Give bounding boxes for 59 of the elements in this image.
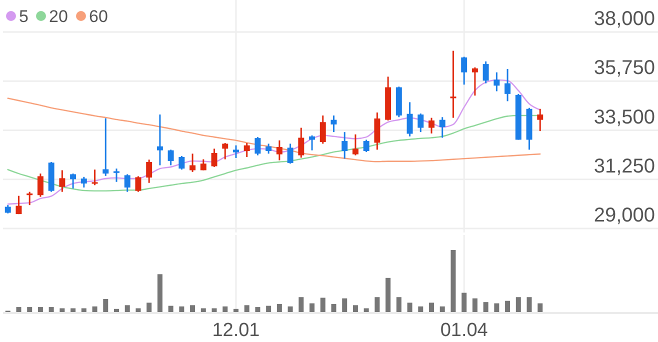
- bar: [440, 306, 445, 312]
- bar: [483, 302, 488, 312]
- bar: [396, 297, 402, 312]
- legend-label: 60: [89, 7, 108, 26]
- bar: [200, 308, 206, 312]
- bar: [70, 308, 76, 312]
- bar: [342, 298, 348, 312]
- bar: [352, 305, 358, 312]
- bar: [103, 298, 108, 312]
- bar: [81, 308, 86, 312]
- y-tick-label: 29,000: [594, 204, 655, 226]
- bar: [418, 306, 424, 312]
- bar: [212, 308, 217, 312]
- bar: [136, 308, 141, 312]
- y-tick-label: 31,250: [594, 155, 655, 178]
- bar: [331, 304, 336, 312]
- bar: [157, 274, 162, 312]
- bar: [124, 305, 130, 312]
- bar: [505, 300, 510, 312]
- bar: [255, 307, 260, 312]
- bar: [276, 304, 282, 312]
- bar: [462, 292, 467, 312]
- bar: [190, 305, 196, 312]
- bar: [222, 306, 228, 312]
- bar: [298, 297, 304, 312]
- bar: [472, 298, 478, 312]
- bar: [27, 307, 32, 312]
- bar: [179, 306, 184, 312]
- x-tick-label: 01.04: [440, 320, 488, 341]
- y-tick-label: 35,750: [594, 57, 655, 80]
- bar: [386, 278, 391, 312]
- legend-label: 20: [49, 7, 68, 26]
- bar: [450, 250, 456, 312]
- bar: [244, 305, 250, 312]
- bar: [494, 303, 500, 312]
- bar: [16, 307, 22, 312]
- bar: [60, 308, 65, 312]
- y-tick-label: 33,500: [594, 106, 655, 128]
- bar: [516, 297, 521, 312]
- bar: [374, 297, 380, 312]
- y-tick-label: 38,000: [594, 8, 655, 30]
- legend-label: 5: [19, 7, 28, 26]
- x-tick-label: 12.01: [212, 320, 260, 341]
- bar: [526, 297, 532, 312]
- bar: [310, 303, 315, 312]
- bar: [146, 302, 152, 312]
- bar: [320, 298, 326, 312]
- bar: [538, 303, 543, 312]
- bar: [168, 306, 174, 312]
- bar: [288, 306, 293, 312]
- bar: [48, 307, 54, 312]
- bar: [364, 308, 369, 312]
- bar: [407, 302, 412, 312]
- bar: [92, 306, 98, 312]
- bar: [114, 308, 119, 312]
- bar: [429, 302, 434, 312]
- bar: [38, 307, 43, 312]
- bar: [266, 306, 272, 312]
- bar: [233, 308, 238, 312]
